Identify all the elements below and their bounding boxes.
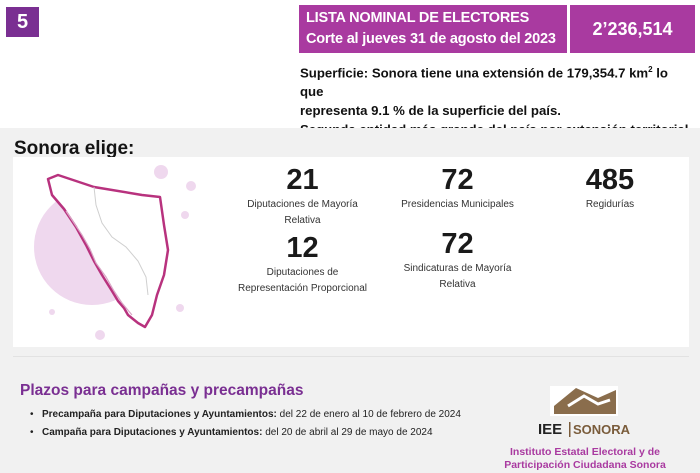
stat-label: Relativa bbox=[284, 215, 321, 226]
decorative-dot bbox=[186, 181, 196, 191]
stat-label: Representación Proporcional bbox=[238, 283, 367, 294]
section-number: 5 bbox=[16, 10, 29, 33]
plazos-list: • Precampaña para Diputaciones y Ayuntam… bbox=[30, 407, 480, 443]
bullet-icon: • bbox=[30, 409, 34, 420]
decorative-dot bbox=[176, 304, 184, 312]
stat-label: Regidurías bbox=[585, 199, 635, 210]
stat-label: Diputaciones de Mayoría bbox=[247, 199, 358, 210]
sonora-map-illustration bbox=[34, 165, 196, 340]
stat-presidencias-municipales: 72 Presidencias Municipales bbox=[385, 164, 530, 212]
decorative-dot bbox=[154, 165, 168, 179]
banner-total-box: 2’236,514 bbox=[570, 5, 695, 53]
stat-value: 21 bbox=[286, 164, 319, 196]
logo-check-mark bbox=[567, 394, 611, 408]
list-item: • Precampaña para Diputaciones y Ayuntam… bbox=[30, 407, 480, 422]
stat-regidurias: 485 Regidurías bbox=[550, 164, 670, 212]
superficie-line-1: Superficie: Sonora tiene una extensión d… bbox=[300, 60, 695, 101]
logo-text-sonora: SONORA bbox=[573, 422, 631, 437]
stat-value: 72 bbox=[441, 228, 474, 260]
lista-nominal-banner: LISTA NOMINAL DE ELECTORES Corte al juev… bbox=[299, 5, 695, 53]
section-title: Sonora elige: bbox=[14, 138, 135, 159]
banner-subtitle: Corte al jueves 31 de agosto del 2023 bbox=[306, 31, 556, 47]
superficie-line-1-end: lo que bbox=[300, 65, 668, 100]
logo-ballot-shape bbox=[554, 388, 616, 414]
decorative-dot bbox=[181, 211, 189, 219]
stat-value: 485 bbox=[585, 164, 635, 196]
logo-separator bbox=[569, 422, 571, 437]
plazo-label: Campaña para Diputaciones y Ayuntamiento… bbox=[42, 427, 263, 438]
logo-caption-line-2: Participación Ciudadana Sonora bbox=[504, 459, 666, 471]
banner-title-box: LISTA NOMINAL DE ELECTORES Corte al juev… bbox=[299, 5, 567, 53]
plazo-label: Precampaña para Diputaciones y Ayuntamie… bbox=[42, 409, 277, 420]
stat-value: 12 bbox=[286, 232, 319, 264]
map-coast-detail bbox=[65, 210, 133, 316]
plazo-dates: del 22 de enero al 10 de febrero de 2024 bbox=[276, 409, 461, 420]
logo-caption: Instituto Estatal Electoral y de Partici… bbox=[495, 446, 675, 472]
plazo-dates: del 20 de abril al 29 de mayo de 2024 bbox=[262, 427, 433, 438]
section-number-badge: 5 bbox=[6, 7, 39, 37]
stat-sindicaturas: 72 Sindicaturas de Mayoría Relativa bbox=[385, 228, 530, 292]
superficie-line-1-text: Superficie: Sonora tiene una extensión d… bbox=[300, 65, 649, 81]
stat-label: Diputaciones de bbox=[266, 267, 339, 278]
decorative-dot bbox=[95, 330, 105, 340]
map-inner-border bbox=[93, 186, 149, 296]
list-item: • Campaña para Diputaciones y Ayuntamien… bbox=[30, 425, 480, 440]
banner-title: LISTA NOMINAL DE ELECTORES bbox=[306, 10, 530, 26]
stat-label: Presidencias Municipales bbox=[401, 199, 514, 210]
sonora-state-outline bbox=[46, 173, 170, 329]
stat-label: Relativa bbox=[439, 279, 476, 290]
stat-diputaciones-mayoria: 21 Diputaciones de Mayoría Relativa bbox=[230, 164, 375, 228]
plazos-title: Plazos para campañas y precampañas bbox=[20, 382, 304, 399]
decorative-dot bbox=[49, 309, 55, 315]
logo-text-iee: IEE bbox=[538, 421, 562, 438]
logo-caption-line-1: Instituto Estatal Electoral y de bbox=[510, 446, 660, 458]
iee-sonora-logo: IEE SONORA bbox=[538, 386, 631, 438]
lista-nominal-total: 2’236,514 bbox=[592, 18, 673, 39]
stat-diputaciones-rp: 12 Diputaciones de Representación Propor… bbox=[225, 232, 380, 296]
stat-value: 72 bbox=[441, 164, 474, 196]
bullet-icon: • bbox=[30, 427, 34, 438]
stat-label: Sindicaturas de Mayoría bbox=[403, 263, 512, 274]
section-divider bbox=[13, 356, 689, 357]
superficie-unit-superscript: 2 bbox=[648, 65, 653, 74]
superficie-line-2: representa 9.1 % de la superficie del pa… bbox=[300, 103, 561, 119]
